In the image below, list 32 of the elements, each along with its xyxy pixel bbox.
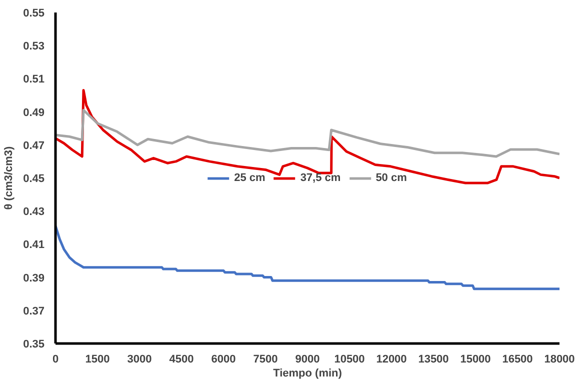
x-tick-label: 10500 — [334, 354, 365, 366]
y-tick-label: 0.37 — [23, 305, 45, 318]
y-tick-label: 0.49 — [23, 106, 45, 119]
x-tick-label: 12000 — [376, 354, 407, 366]
x-tick-label: 13500 — [418, 354, 449, 366]
x-tick-label: 16500 — [502, 354, 533, 366]
x-tick-label: 4500 — [169, 354, 194, 366]
x-tick-label: 0 — [52, 354, 59, 366]
y-tick-label: 0.45 — [23, 173, 45, 185]
line-series — [56, 108, 560, 158]
y-tick-label: 0.47 — [23, 140, 45, 152]
y-tick-label: 0.35 — [23, 338, 45, 350]
line-series — [56, 89, 560, 184]
x-tick-label: 1500 — [85, 354, 110, 366]
y-tick-label: 0.41 — [23, 239, 45, 252]
x-tick-label: 7500 — [253, 354, 278, 366]
legend-label: 25 cm — [234, 172, 266, 184]
x-axis-title: Tiempo (min) — [273, 368, 342, 380]
line-series — [56, 224, 560, 290]
x-tick-label: 9000 — [295, 354, 320, 366]
y-tick-label: 0.39 — [23, 272, 45, 284]
y-axis-title: θ (cm3/cm3) — [3, 146, 16, 210]
x-tick-label: 15000 — [460, 354, 491, 366]
x-tick-label: 6000 — [211, 354, 236, 366]
legend-label: 37,5 cm — [300, 172, 341, 184]
x-tick-label: 3000 — [127, 354, 152, 366]
y-tick-label: 0.51 — [23, 74, 45, 86]
legend-label: 50 cm — [376, 172, 407, 184]
y-tick-label: 0.53 — [23, 40, 45, 53]
x-tick-label: 18000 — [544, 354, 575, 366]
y-tick-label: 0.55 — [23, 8, 45, 20]
y-tick-label: 0.43 — [23, 206, 45, 218]
